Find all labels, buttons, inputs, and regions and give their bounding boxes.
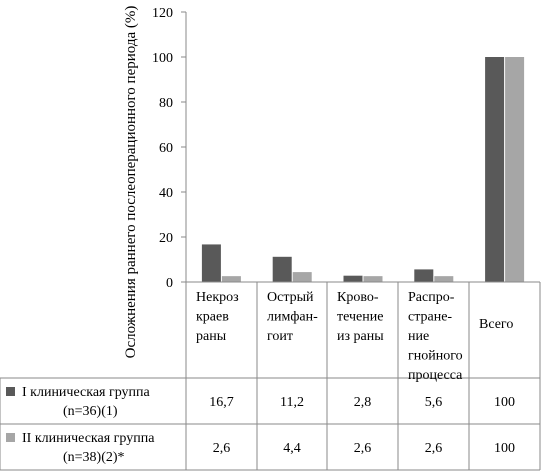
- category-label: Острый: [267, 290, 314, 305]
- category-label: Распро-: [408, 290, 455, 305]
- category-label: гоит: [267, 329, 293, 344]
- data-label: 2,6: [213, 441, 231, 456]
- legend-label: I клиническая группа: [22, 385, 151, 400]
- data-label: 11,2: [280, 395, 304, 410]
- data-label: 2,6: [425, 441, 443, 456]
- legend-label: (n=38)(2)*: [63, 450, 125, 465]
- y-tick-label: 100: [152, 51, 173, 66]
- category-label: Всего: [479, 317, 513, 332]
- data-label: 4,4: [283, 441, 301, 456]
- category-label: раны: [196, 329, 227, 344]
- data-label: 100: [494, 395, 515, 410]
- legend-swatch-s2: [6, 433, 15, 442]
- bar-s2-c1: [221, 276, 241, 282]
- category-label: краев: [196, 310, 229, 325]
- bar-s1-c4: [414, 269, 434, 282]
- category-label: ние: [408, 329, 429, 344]
- category-label: Крово-: [337, 290, 379, 305]
- data-label: 16,7: [209, 395, 234, 410]
- category-label: течение: [337, 310, 383, 325]
- category-label: из раны: [337, 329, 384, 344]
- legend-label: (n=36)(1): [63, 404, 118, 419]
- category-label: процесса: [408, 368, 463, 383]
- bars-layer: [6, 57, 525, 442]
- y-tick-label: 120: [152, 6, 173, 21]
- bar-s2-c2: [292, 272, 312, 282]
- data-label: 2,8: [354, 395, 372, 410]
- bar-s1-c1: [201, 244, 221, 282]
- y-tick-label: 60: [159, 141, 173, 156]
- legend-swatch-s1: [6, 387, 15, 396]
- data-label: 100: [494, 441, 515, 456]
- bar-s1-c3: [343, 275, 363, 282]
- category-label: лимфан-: [267, 310, 318, 325]
- y-tick-label: 80: [159, 96, 173, 111]
- category-label: Некроз: [196, 290, 239, 305]
- y-tick-label: 40: [159, 186, 173, 201]
- text-layer: 0 20 40 60 80 100 120 Некроз краев раны Острый лимф…: [22, 6, 515, 465]
- data-label: 2,6: [354, 441, 372, 456]
- bar-s2-c4: [434, 276, 454, 282]
- bar-s2-c5: [505, 57, 525, 282]
- bar-s2-c3: [363, 276, 383, 282]
- data-label: 5,6: [425, 395, 443, 410]
- bar-s1-c2: [272, 256, 292, 282]
- legend-label: II клиническая группа: [22, 431, 155, 446]
- bar-s1-c5: [485, 57, 505, 282]
- grid-lines-layer: [0, 11, 541, 471]
- category-label: стране-: [408, 310, 452, 325]
- y-axis-title: Осложнения раннего послеоперационного пе…: [123, 6, 139, 359]
- category-label: гнойного: [408, 349, 463, 364]
- y-tick-label: 0: [166, 276, 173, 291]
- y-tick-label: 20: [159, 231, 173, 246]
